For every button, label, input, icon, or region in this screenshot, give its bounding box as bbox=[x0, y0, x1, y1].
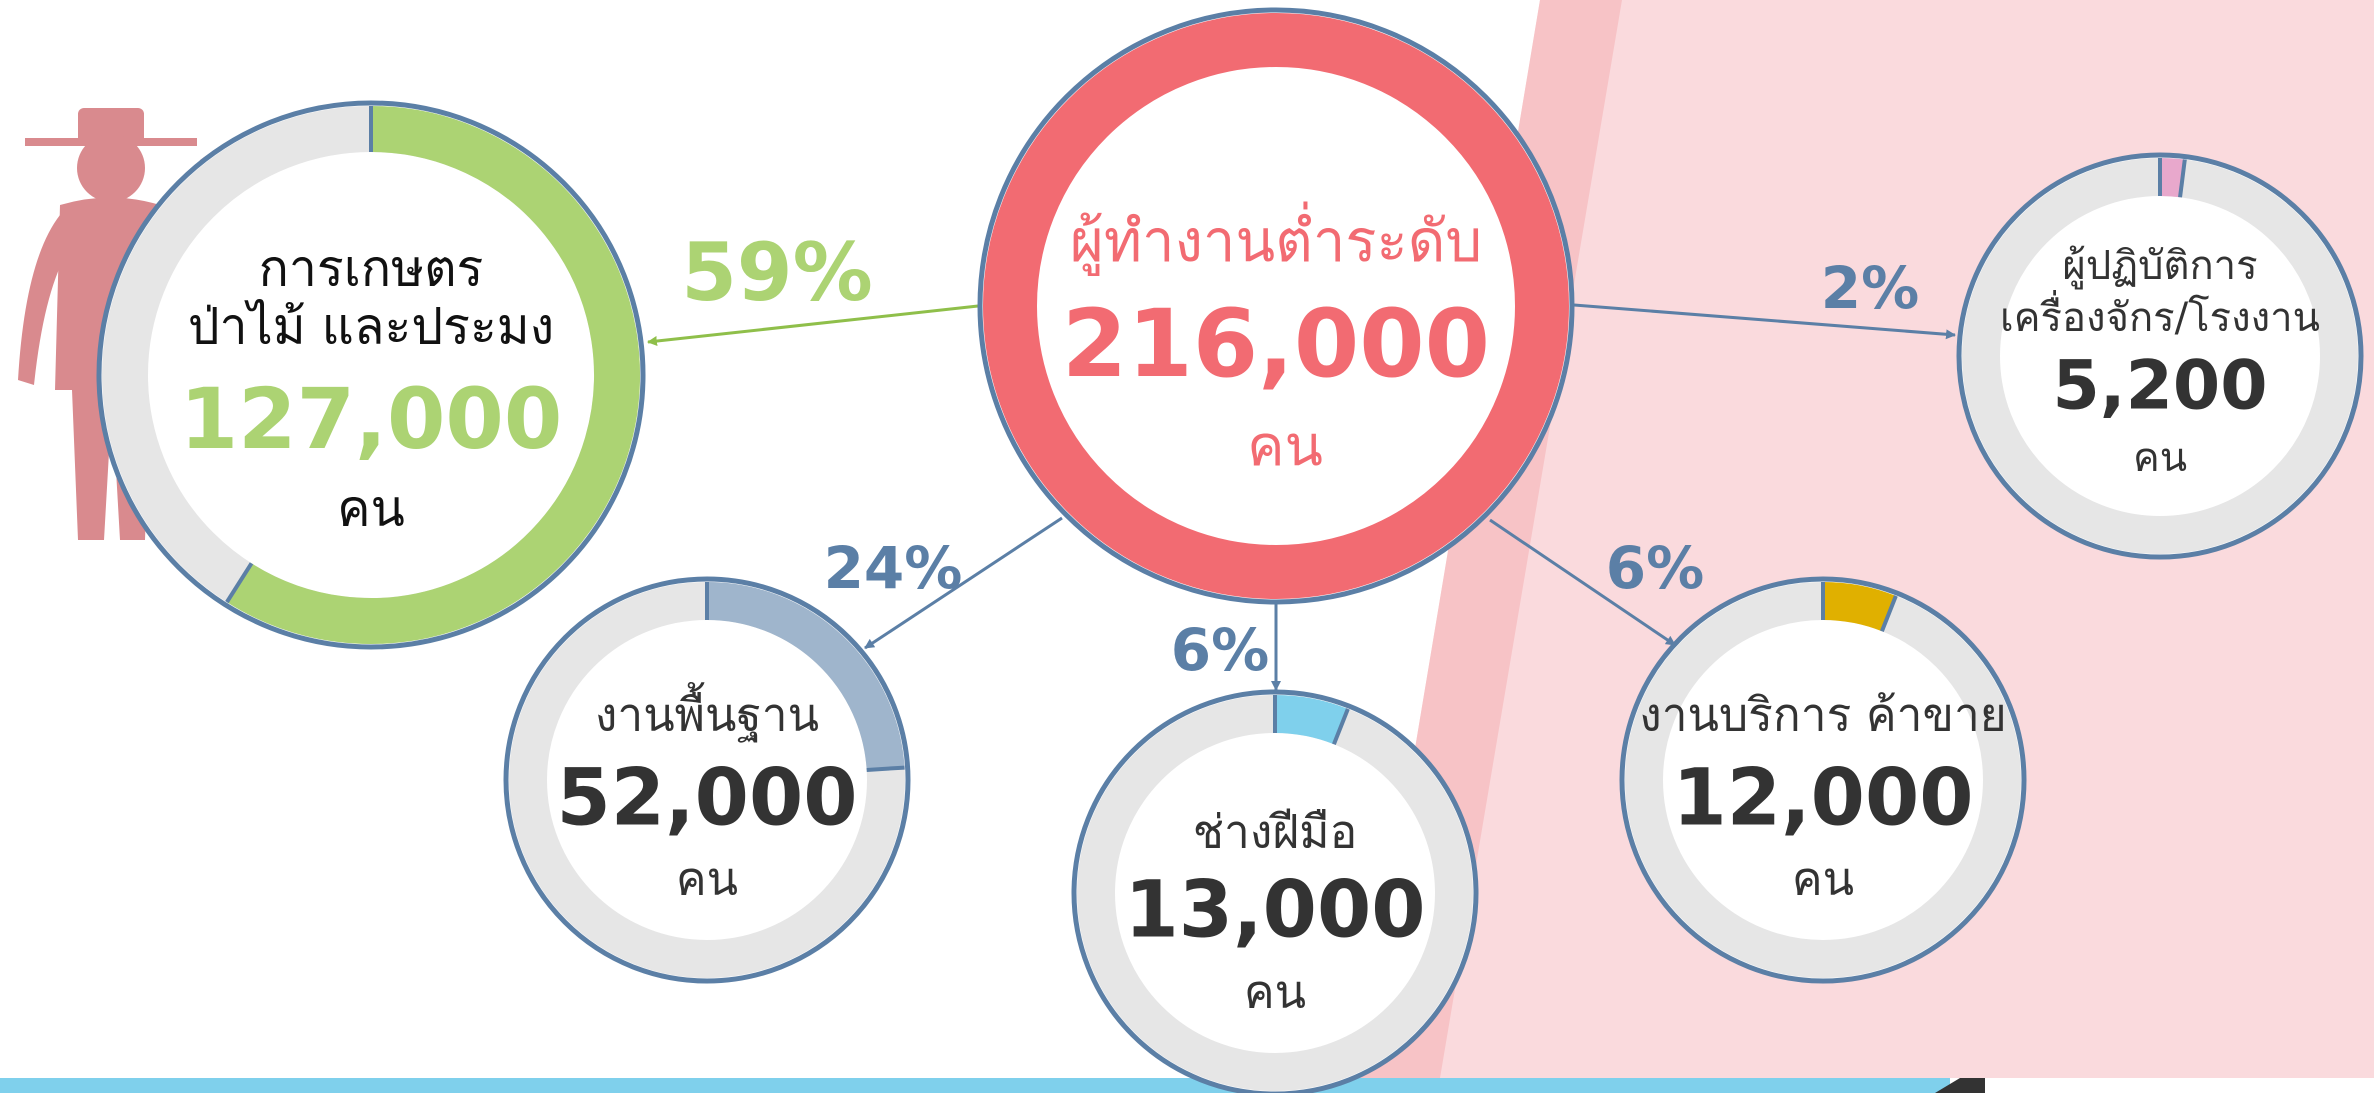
footer-corner bbox=[1935, 1078, 1985, 1093]
footer-bar bbox=[0, 1078, 1950, 1093]
node-unit: คน bbox=[1792, 852, 1854, 906]
gauge-divider bbox=[866, 765, 905, 772]
node-value: 52,000 bbox=[557, 753, 858, 843]
center-title: ผู้ทำงานต่ำระดับ bbox=[1070, 201, 1482, 276]
node-value: 13,000 bbox=[1125, 865, 1426, 955]
link-arrow bbox=[1489, 518, 1676, 647]
node-background bbox=[1619, 576, 2027, 984]
links: 59% 24% 6% 6% 2% bbox=[647, 226, 1956, 691]
percent-label: 6% bbox=[1606, 534, 1704, 602]
link-arrow bbox=[1573, 303, 1956, 340]
gauge-arc bbox=[1822, 582, 1896, 632]
gauge-arc bbox=[2159, 158, 2185, 198]
percent-label: 24% bbox=[824, 534, 963, 602]
center-value: 216,000 bbox=[1062, 290, 1490, 399]
percent-label: 2% bbox=[1821, 254, 1919, 322]
node-background bbox=[1071, 689, 1479, 1093]
percent-label: 59% bbox=[681, 226, 872, 319]
node-label: งานบริการ ค้าขาย bbox=[1639, 688, 2006, 742]
node-label: ผู้ปฏิบัติการ bbox=[2062, 243, 2257, 289]
node-unit: คน bbox=[337, 480, 405, 538]
node-unit: คน bbox=[1244, 965, 1306, 1019]
gauge-arc bbox=[226, 106, 640, 644]
node-label: เครื่องจักร/โรงงาน bbox=[2000, 290, 2320, 341]
node-value: 127,000 bbox=[180, 370, 563, 468]
branch-node: งานบริการ ค้าขาย 12,000 คน bbox=[1619, 576, 2027, 984]
link-arrow bbox=[647, 304, 979, 346]
gauge-divider bbox=[1880, 595, 1898, 632]
gauge-arc bbox=[1274, 695, 1348, 745]
node-background bbox=[503, 576, 911, 984]
branch-node: ช่างฝีมือ 13,000 คน bbox=[1071, 689, 1479, 1093]
node-value: 12,000 bbox=[1673, 753, 1974, 843]
branch-node: งานพื้นฐาน 52,000 คน bbox=[503, 576, 911, 984]
gauge-divider bbox=[2178, 159, 2187, 198]
gauge-divider bbox=[1332, 708, 1350, 745]
center-unit: คน bbox=[1247, 414, 1323, 479]
node-background bbox=[96, 100, 646, 650]
node-unit: คน bbox=[2133, 435, 2187, 481]
node-label: การเกษตร bbox=[259, 240, 484, 298]
node-value: 5,200 bbox=[2052, 347, 2267, 426]
node-background bbox=[1956, 152, 2364, 560]
node-unit: คน bbox=[676, 852, 738, 906]
link-arrow bbox=[864, 516, 1063, 650]
gauge-arc bbox=[706, 582, 905, 771]
center-outline bbox=[977, 7, 1575, 605]
center-ring bbox=[983, 13, 1569, 599]
node-label: ป่าไม้ และประมง bbox=[188, 298, 554, 356]
center-node: ผู้ทำงานต่ำระดับ 216,000 คน bbox=[977, 7, 1575, 605]
node-label: งานพื้นฐาน bbox=[595, 682, 819, 743]
percent-label: 6% bbox=[1171, 616, 1269, 684]
gauge-divider bbox=[225, 562, 254, 604]
node-label: ช่างฝีมือ bbox=[1193, 805, 1357, 859]
